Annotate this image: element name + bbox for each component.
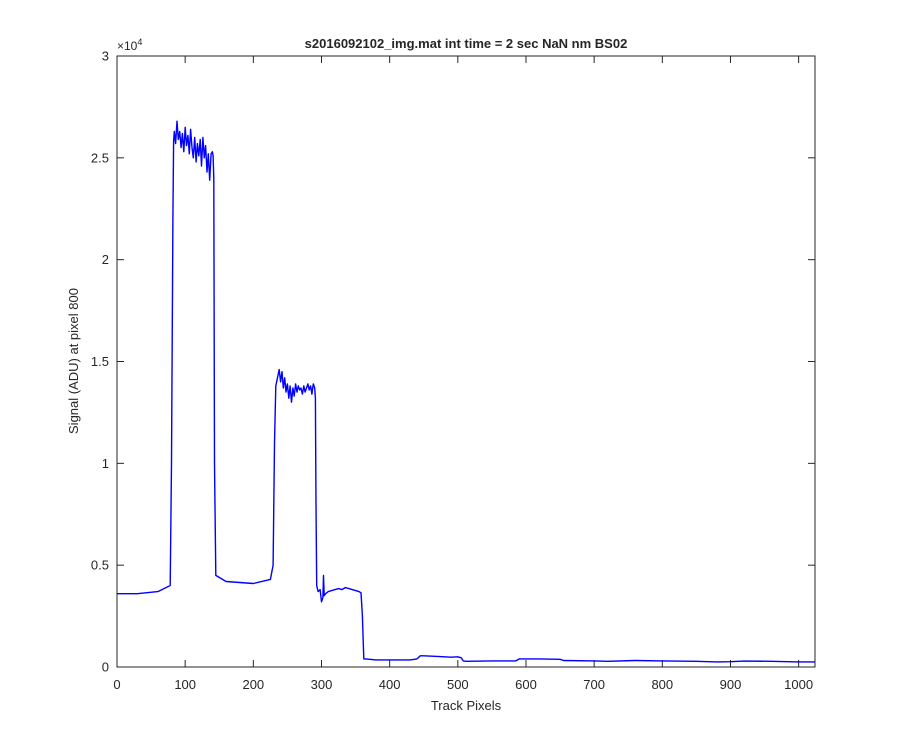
y-tick-label: 1 [102,456,109,471]
x-axis-ticks: 0 100 200 300 400 500 600 700 800 900 1000 [113,56,813,692]
plot-area [117,56,815,667]
chart-title: s2016092102_img.mat int time = 2 sec NaN… [305,36,628,51]
y-axis-exponent: ×104 [117,37,142,53]
x-tick-label: 700 [583,677,605,692]
x-tick-label: 600 [515,677,537,692]
y-axis-exponent-base: ×10 [117,39,138,53]
x-axis-label: Track Pixels [431,698,502,713]
x-tick-label: 500 [447,677,469,692]
x-tick-label: 400 [379,677,401,692]
y-axis-exponent-power: 4 [137,37,142,47]
x-tick-label: 900 [720,677,742,692]
y-tick-label: 2.5 [91,150,109,165]
x-tick-label: 800 [651,677,673,692]
y-tick-label: 0 [102,660,109,675]
x-tick-label: 300 [311,677,333,692]
x-tick-label: 100 [174,677,196,692]
x-tick-label: 1000 [784,677,813,692]
y-tick-label: 3 [102,49,109,64]
x-tick-label: 0 [113,677,120,692]
x-tick-label: 200 [242,677,264,692]
axes-box [116,55,816,668]
y-tick-label: 2 [102,252,109,267]
signal-series-line [117,120,815,663]
y-axis-label: Signal (ADU) at pixel 800 [66,288,81,434]
y-tick-label: 1.5 [91,354,109,369]
y-tick-label: 0.5 [91,558,109,573]
